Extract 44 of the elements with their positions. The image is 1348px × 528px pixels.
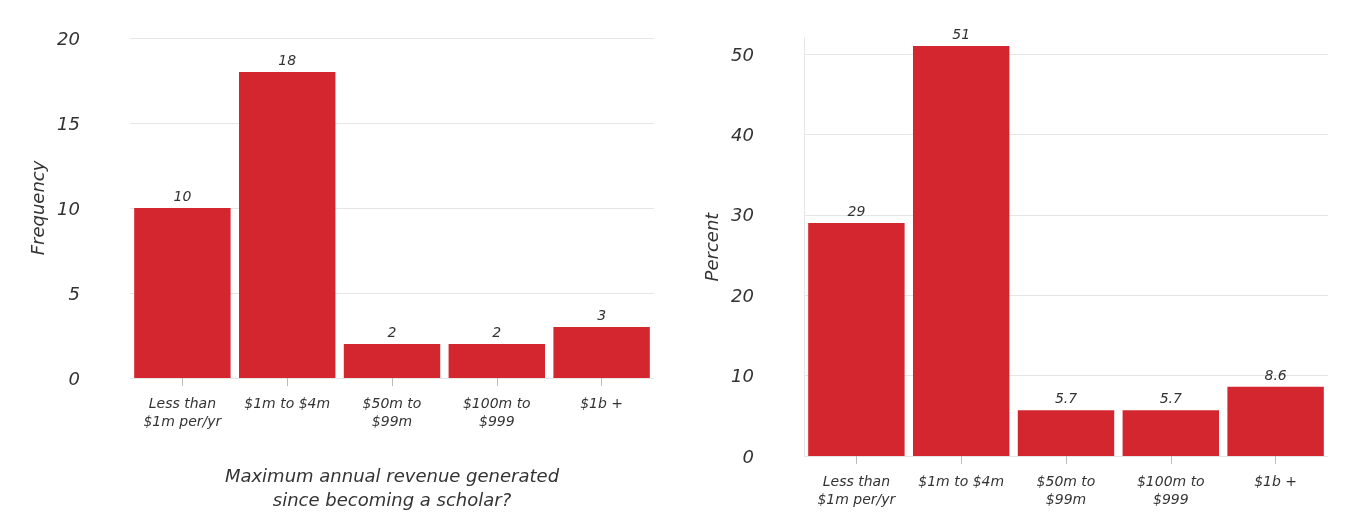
y-tick-label: 20	[57, 27, 80, 49]
x-tick-label: Less than $1m per/yr	[817, 473, 897, 507]
y-tick-label: 0	[68, 367, 80, 389]
data-label: 3	[597, 307, 607, 323]
bar	[238, 72, 336, 378]
x-tick-label: $1m to $4m	[244, 395, 331, 411]
x-tick-label: $50m to $99m	[1036, 473, 1096, 507]
x-tick-label: $100m to $999	[1136, 473, 1205, 507]
bar	[1227, 386, 1324, 456]
data-label: 2	[492, 324, 502, 340]
x-tick-label: $1b +	[1254, 473, 1298, 489]
data-label: 8.6	[1264, 366, 1287, 383]
data-label: 51	[952, 26, 971, 43]
x-tick-label: $1b +	[580, 395, 624, 411]
data-label: 5.7	[1159, 390, 1183, 407]
bar	[1122, 410, 1220, 456]
y-tick-label: 40	[731, 123, 754, 145]
data-label: 10	[173, 188, 192, 204]
y-axis-title: Percent	[700, 211, 722, 282]
data-label: 2	[387, 324, 397, 340]
x-tick-label: $50m to $99m	[362, 395, 422, 429]
bar	[448, 344, 546, 378]
x-tick-label: $100m to $999	[462, 395, 531, 429]
y-tick-label: 20	[731, 284, 754, 306]
y-tick-label: 5	[68, 282, 80, 304]
bar	[134, 208, 231, 378]
bar	[343, 344, 441, 378]
y-tick-label: 10	[57, 197, 80, 219]
bar	[912, 46, 1010, 456]
x-tick-label: $1m to $4m	[918, 473, 1005, 489]
data-label: 29	[847, 202, 866, 219]
y-tick-label: 30	[731, 204, 754, 226]
y-tick-label: 15	[57, 112, 80, 134]
data-label: 18	[278, 52, 297, 68]
bar	[1017, 410, 1115, 456]
bar	[553, 327, 650, 378]
y-tick-label: 10	[731, 365, 754, 387]
x-axis-title: Maximum annual revenue generated since becoming a scholar?	[224, 464, 560, 510]
y-tick-label: 0	[742, 445, 754, 467]
y-tick-label: 50	[731, 43, 754, 65]
y-axis-title: Frequency	[26, 160, 48, 256]
bar	[808, 222, 905, 456]
x-tick-label: Less than $1m per/yr	[143, 395, 223, 429]
data-label: 5.7	[1054, 390, 1078, 407]
